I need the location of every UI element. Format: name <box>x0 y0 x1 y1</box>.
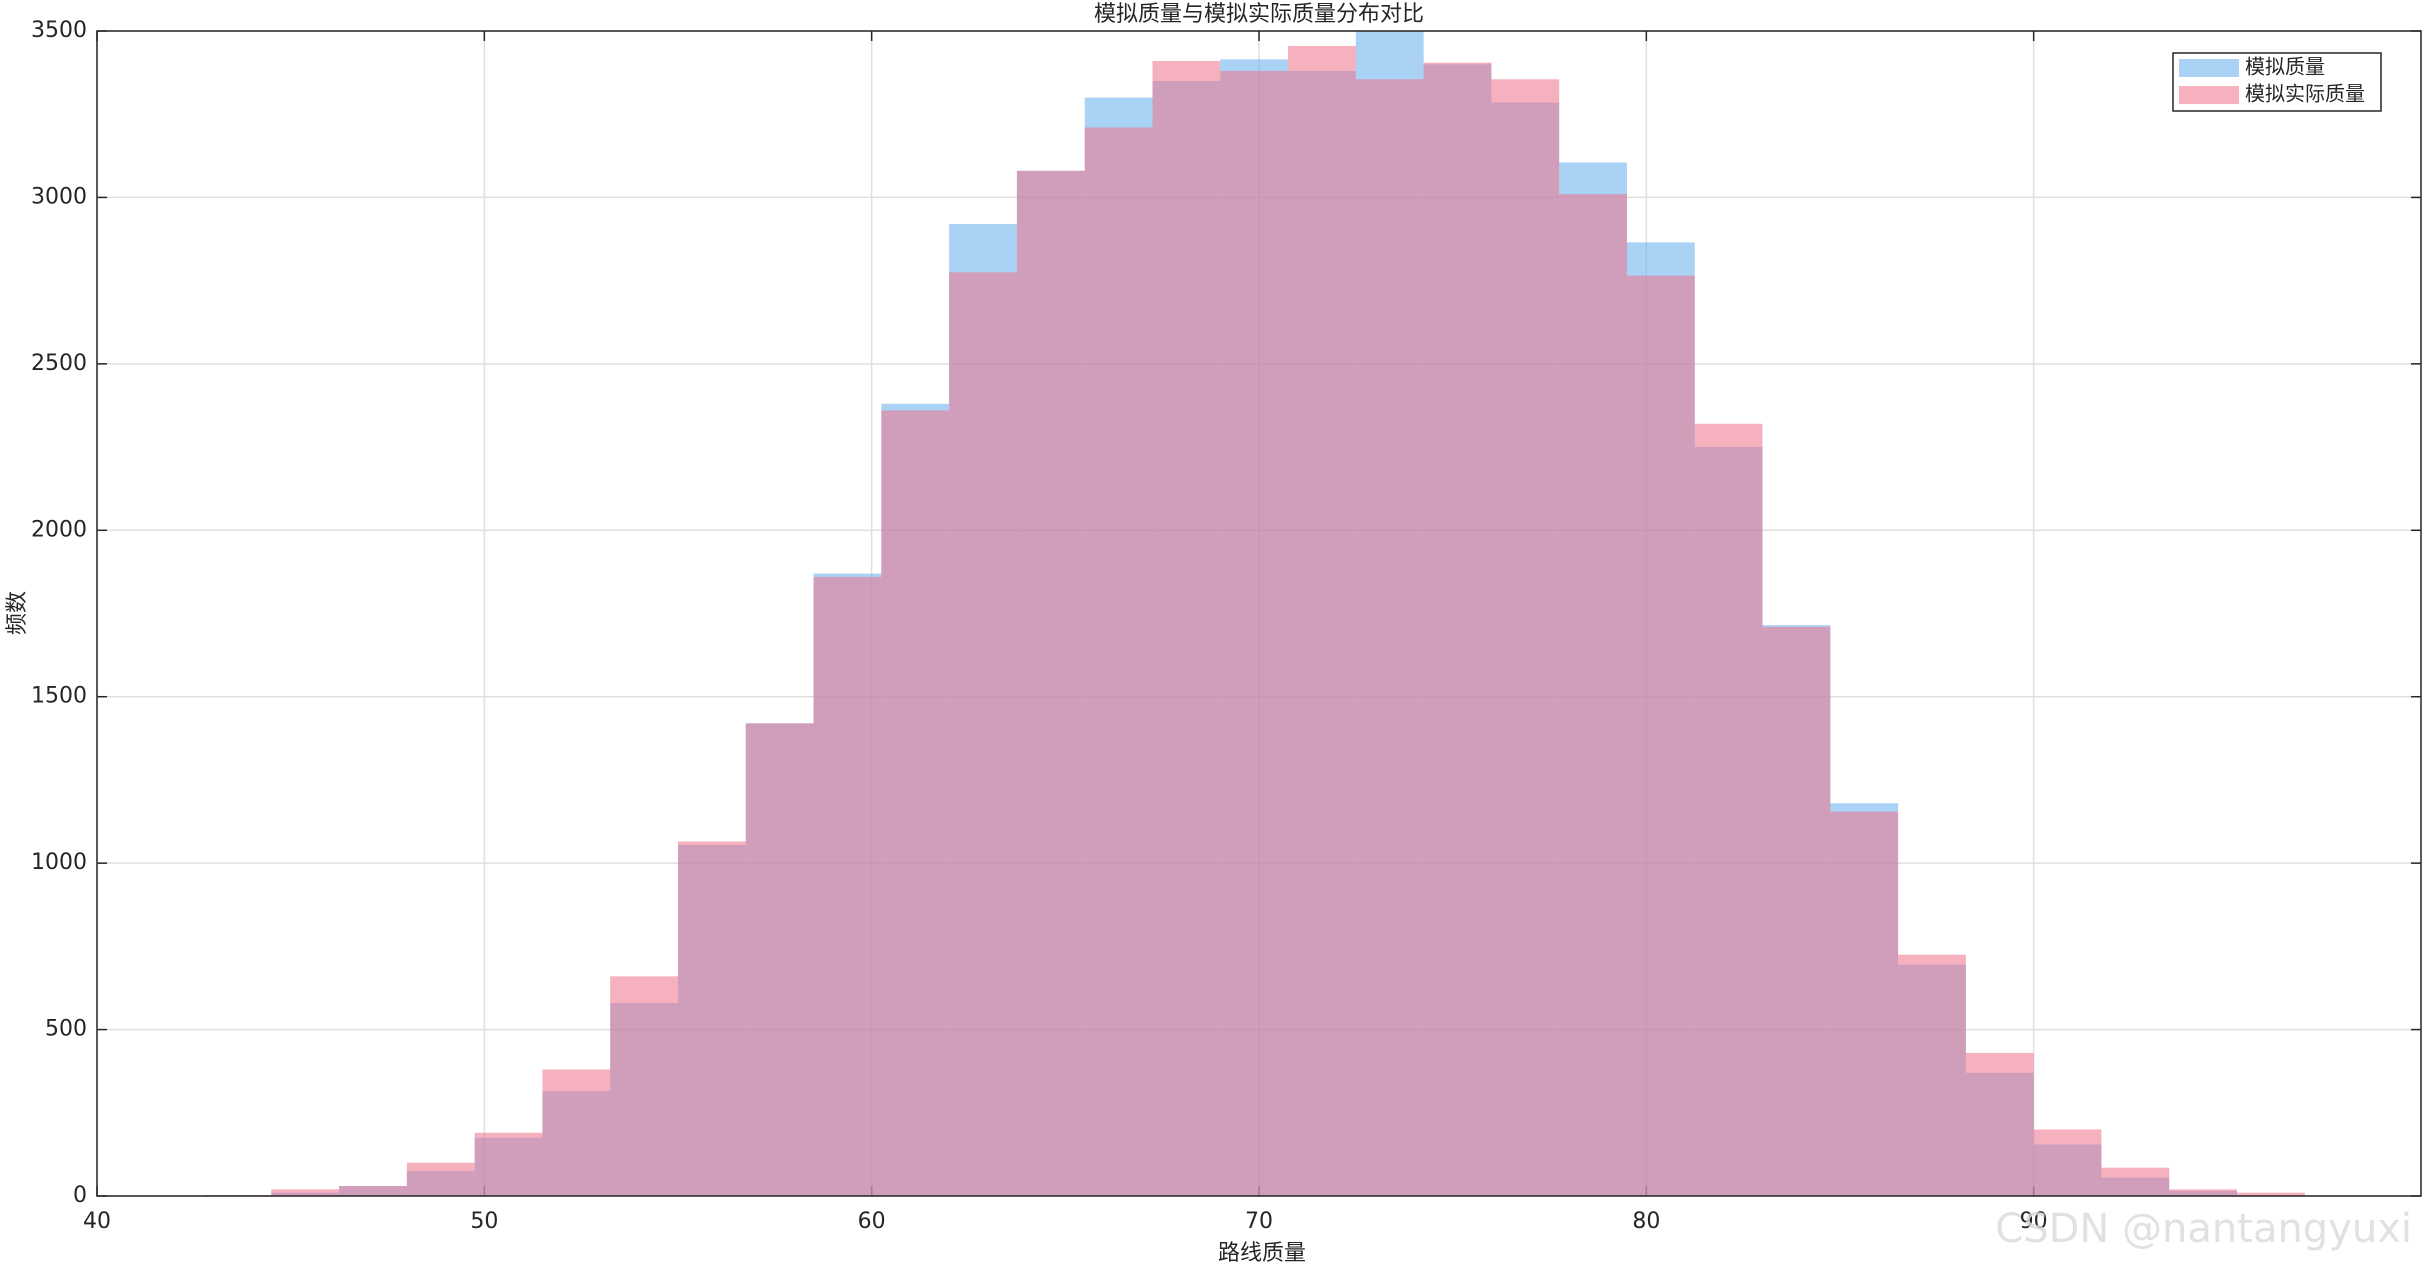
bar <box>1762 626 1831 1196</box>
y-axis-label: 频数 <box>5 591 30 635</box>
legend-label: 模拟实际质量 <box>2245 82 2365 106</box>
x-tick-label: 90 <box>2020 1209 2048 1234</box>
bar <box>1423 62 1492 1196</box>
y-tick-label: 0 <box>73 1183 87 1208</box>
watermark: CSDN @nantangyuxi <box>1995 1206 2412 1252</box>
chart-title: 模拟质量与模拟实际质量分布对比 <box>1094 2 1424 27</box>
bar <box>1559 194 1627 1196</box>
y-tick-label: 2500 <box>31 351 87 376</box>
bar <box>1965 1052 2034 1196</box>
y-tick-label: 3500 <box>31 18 87 43</box>
axes-box <box>96 30 2422 1197</box>
bar <box>1355 79 1424 1196</box>
bar <box>339 1186 407 1196</box>
y-tick-label: 2000 <box>31 517 87 542</box>
bar <box>881 410 950 1196</box>
y-tick-label: 500 <box>45 1017 87 1042</box>
bar <box>1288 45 1356 1196</box>
bar <box>1220 70 1289 1196</box>
y-tick-label: 1500 <box>31 684 87 709</box>
bar <box>1152 60 1221 1196</box>
x-tick-label: 40 <box>83 1209 111 1234</box>
bar <box>813 576 882 1196</box>
bar <box>949 272 1017 1196</box>
bar <box>1898 954 1966 1196</box>
bar <box>542 1069 611 1196</box>
x-tick-label: 80 <box>1632 1209 1660 1234</box>
bar <box>406 1162 475 1196</box>
bar <box>1694 423 1763 1196</box>
x-tick-label: 60 <box>858 1209 886 1234</box>
x-tick-label: 70 <box>1245 1209 1273 1234</box>
bar <box>745 723 814 1196</box>
bar <box>678 841 746 1196</box>
bar <box>1830 811 1899 1196</box>
bar <box>1084 127 1153 1196</box>
bar <box>610 976 678 1196</box>
y-tick-label: 3000 <box>31 184 87 209</box>
y-tick-label: 1000 <box>31 850 87 875</box>
x-tick-label: 50 <box>470 1209 498 1234</box>
bar <box>1016 170 1085 1196</box>
bar <box>1626 275 1695 1196</box>
bar <box>2237 1192 2305 1196</box>
bar <box>474 1132 543 1196</box>
bar <box>2033 1129 2102 1196</box>
bar <box>271 1189 340 1196</box>
x-axis-label: 路线质量 <box>1218 1241 1306 1266</box>
legend-label: 模拟质量 <box>2245 55 2325 79</box>
bar <box>2169 1189 2238 1196</box>
legend-swatch <box>2179 59 2239 77</box>
bar <box>1491 79 1560 1196</box>
plot-area <box>203 31 2305 1196</box>
legend-swatch <box>2179 86 2239 104</box>
bar <box>2101 1167 2170 1196</box>
